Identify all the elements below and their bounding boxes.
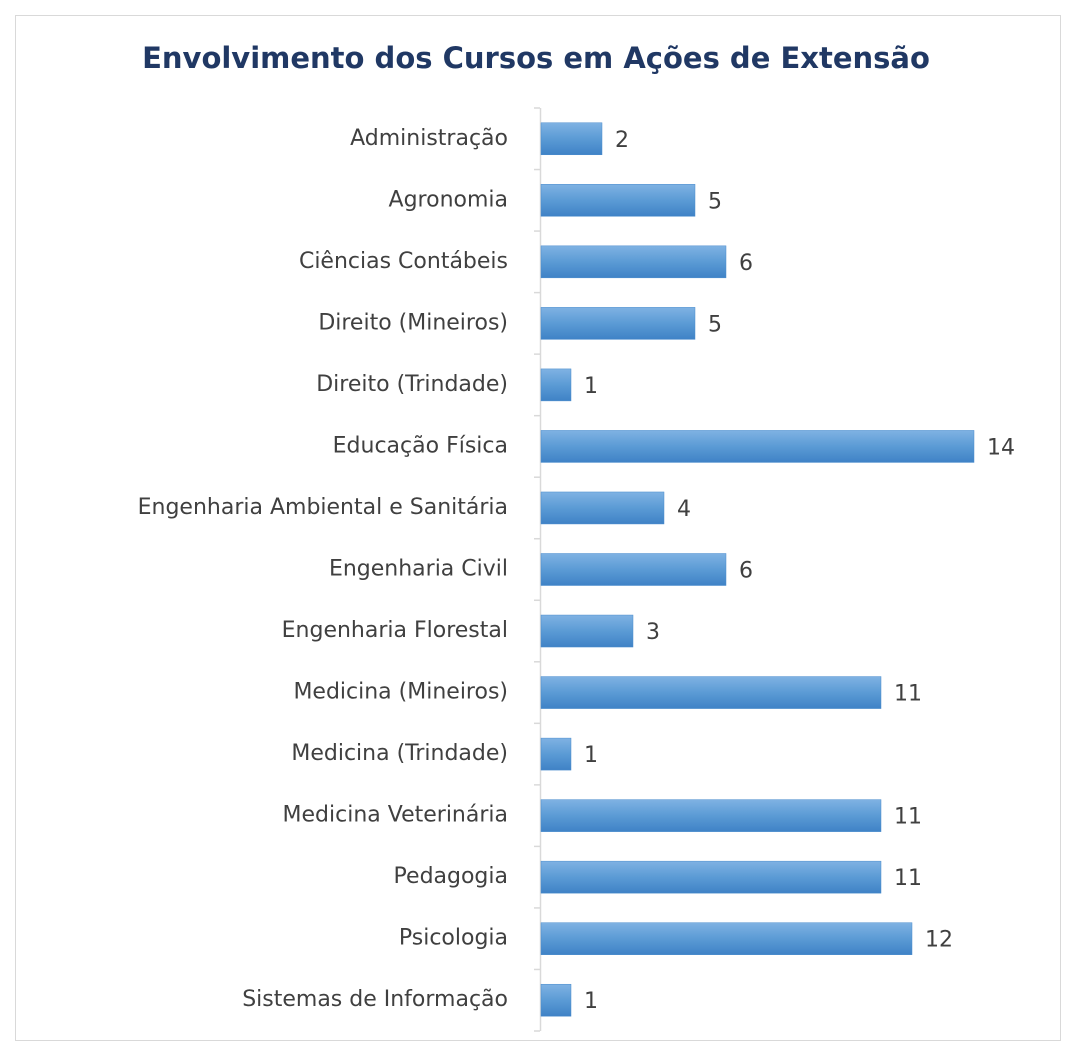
category-label: Pedagogia bbox=[394, 864, 508, 889]
category-label: Engenharia Florestal bbox=[282, 618, 508, 643]
bar bbox=[540, 922, 913, 955]
category-label: Engenharia Civil bbox=[329, 557, 508, 582]
data-label: 12 bbox=[925, 928, 953, 953]
bar bbox=[540, 983, 572, 1017]
category-label: Medicina Veterinária bbox=[283, 803, 508, 828]
category-label: Medicina (Trindade) bbox=[291, 741, 508, 766]
category-label: Psicologia bbox=[399, 926, 508, 951]
category-label: Direito (Mineiros) bbox=[318, 310, 508, 335]
chart-border bbox=[15, 15, 1061, 1041]
bar bbox=[540, 860, 882, 894]
data-label: 3 bbox=[646, 620, 660, 645]
data-label: 1 bbox=[584, 989, 598, 1014]
bar bbox=[540, 799, 882, 832]
bar bbox=[540, 737, 572, 771]
category-label: Sistemas de Informação bbox=[242, 987, 508, 1012]
data-label: 4 bbox=[677, 497, 691, 522]
bar bbox=[540, 614, 634, 648]
bar bbox=[540, 184, 696, 217]
data-label: 6 bbox=[739, 559, 753, 584]
chart-title: Envolvimento dos Cursos em Ações de Exte… bbox=[142, 41, 930, 75]
category-label: Ciências Contábeis bbox=[299, 249, 508, 274]
bar bbox=[540, 553, 727, 586]
category-label: Agronomia bbox=[389, 187, 508, 212]
data-label: 2 bbox=[615, 128, 629, 153]
data-label: 11 bbox=[894, 866, 922, 891]
data-label: 5 bbox=[708, 312, 722, 337]
data-label: 6 bbox=[739, 251, 753, 276]
bar bbox=[540, 491, 665, 525]
bar bbox=[540, 430, 975, 463]
data-label: 14 bbox=[987, 435, 1015, 460]
data-label: 5 bbox=[708, 189, 722, 214]
bar bbox=[540, 368, 572, 402]
data-label: 11 bbox=[894, 805, 922, 830]
bar bbox=[540, 676, 882, 709]
data-label: 11 bbox=[894, 682, 922, 707]
bar bbox=[540, 122, 603, 156]
category-label: Medicina (Mineiros) bbox=[293, 680, 508, 705]
bar bbox=[540, 245, 727, 279]
category-label: Administração bbox=[350, 126, 508, 151]
data-label: 1 bbox=[584, 743, 598, 768]
data-label: 1 bbox=[584, 374, 598, 399]
category-label: Direito (Trindade) bbox=[316, 372, 508, 397]
bar bbox=[540, 307, 696, 340]
category-label: Educação Física bbox=[333, 433, 508, 458]
category-label: Engenharia Ambiental e Sanitária bbox=[138, 495, 508, 520]
